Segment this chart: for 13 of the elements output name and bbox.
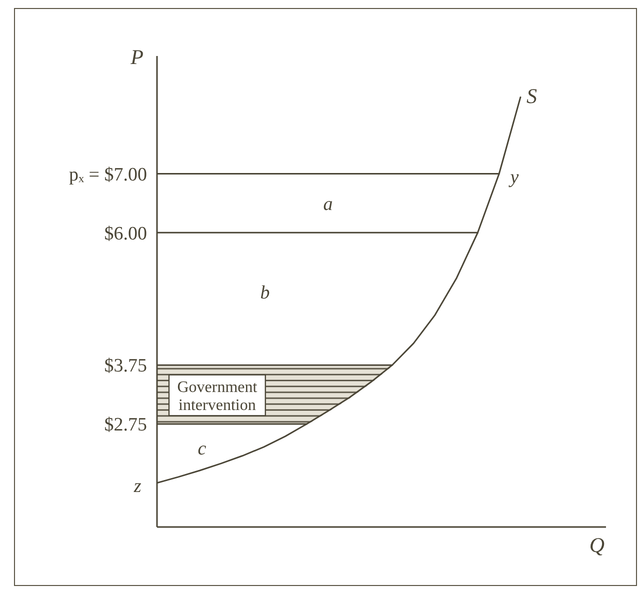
y-tick-label: $6.00 (104, 223, 147, 244)
series-label: S (526, 84, 538, 108)
y-tick-label: $2.75 (104, 414, 147, 436)
band-label: Government intervention (177, 379, 258, 414)
y-axis-title: P (130, 45, 144, 69)
y-tick-label: $3.75 (104, 356, 147, 377)
annotation: a (323, 194, 333, 216)
text: z (132, 476, 142, 498)
x-axis-title: Q (589, 533, 605, 557)
annotation: b (260, 282, 270, 304)
y-tick-label: pₓ = $7.00 (69, 164, 147, 186)
annotation: c (198, 438, 207, 460)
annotation: y (508, 167, 520, 188)
